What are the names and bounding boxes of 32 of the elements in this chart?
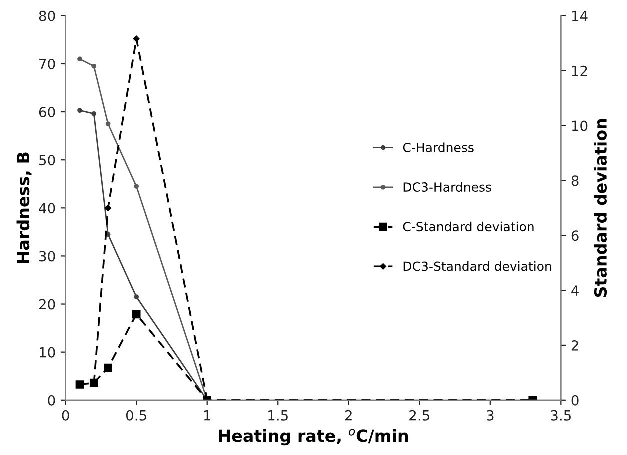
x-tick-label: 0 [62, 410, 70, 421]
x-tick-label: 3 [487, 410, 494, 421]
y2-tick-label: 12 [572, 66, 588, 76]
x-tick-label: 2.5 [410, 410, 430, 421]
y-axis-title: Hardness, B [16, 152, 32, 264]
legend-label: C-Hardness [403, 142, 474, 152]
y2-tick-label: 0 [572, 395, 579, 406]
y-tick-label: 60 [39, 107, 56, 118]
y2-axis-title: Standard deviation [594, 119, 608, 298]
legend-label: C-Standard deviation [403, 222, 534, 232]
y2-tick-label: 4 [572, 286, 579, 296]
x-tick-label: 2 [345, 410, 352, 421]
y2-tick-label: 8 [572, 176, 579, 186]
y-tick-label: 50 [40, 155, 56, 166]
y2-tick-label: 6 [572, 230, 579, 242]
x-axis-title: Heating rate, $^{o}$C/min [219, 429, 408, 446]
legend-label: DC3-Hardness [404, 182, 492, 192]
x-tick-label: 3.5 [551, 410, 571, 421]
y2-tick-label: 2 [572, 340, 578, 351]
x-tick-label: 1.5 [268, 410, 288, 421]
y-tick-label: 10 [40, 347, 56, 358]
y-tick-label: 30 [40, 251, 56, 262]
y2-tick-label: 14 [572, 11, 588, 22]
y-tick-label: 80 [39, 10, 56, 22]
y2-tick-label: 10 [572, 120, 588, 132]
y-tick-label: 40 [39, 203, 56, 214]
y-tick-label: 20 [39, 299, 56, 310]
x-tick-label: 0.5 [126, 410, 146, 421]
y-tick-label: 70 [40, 58, 56, 70]
legend-label: DC3-Standard deviation [404, 262, 552, 272]
x-tick-label: 1 [204, 410, 210, 421]
y-tick-label: 0 [48, 395, 56, 406]
